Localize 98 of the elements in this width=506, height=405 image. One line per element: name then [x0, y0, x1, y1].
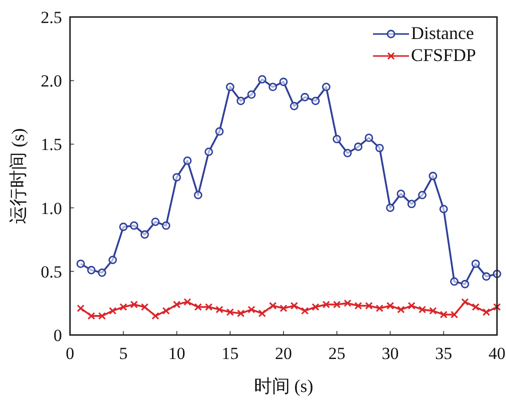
- point: [162, 307, 170, 314]
- point: [172, 173, 181, 182]
- point: [204, 148, 213, 156]
- point: [365, 302, 372, 310]
- x-tick-label: 10: [168, 344, 186, 363]
- x-tick-label: 40: [488, 344, 506, 363]
- point: [183, 156, 192, 165]
- x-tick-label: 30: [382, 344, 399, 363]
- point: [247, 90, 256, 99]
- point: [162, 221, 170, 230]
- point: [290, 102, 298, 110]
- point: [376, 304, 384, 312]
- point: [98, 268, 106, 277]
- point: [354, 142, 362, 151]
- point: [418, 306, 426, 314]
- point: [429, 307, 437, 314]
- point: [343, 148, 352, 158]
- point: [236, 96, 245, 106]
- point: [461, 298, 469, 306]
- point: [375, 144, 384, 152]
- point: [290, 302, 298, 310]
- point: [152, 312, 159, 320]
- point: [344, 300, 352, 307]
- x-tick-label: 5: [119, 344, 128, 363]
- point: [407, 200, 416, 208]
- point: [184, 298, 192, 306]
- point: [322, 300, 330, 308]
- point: [312, 303, 320, 311]
- point: [300, 92, 310, 102]
- x-tick-label: 0: [66, 344, 74, 363]
- point: [322, 82, 330, 92]
- legend-label: Distance: [411, 23, 474, 43]
- point: [279, 78, 288, 86]
- point: [364, 134, 374, 142]
- point: [120, 303, 127, 311]
- point: [140, 230, 149, 239]
- point: [173, 300, 180, 308]
- point: [396, 190, 406, 198]
- point: [258, 310, 266, 317]
- y-tick-label: 2.0: [40, 72, 62, 91]
- y-tick-label: 0.5: [40, 262, 62, 282]
- point: [493, 303, 501, 311]
- x-tick-label: 15: [222, 344, 239, 363]
- y-tick-label: 2.5: [40, 8, 62, 27]
- point: [280, 304, 288, 312]
- y-tick-label: 1.0: [40, 198, 62, 218]
- point: [428, 172, 438, 180]
- point: [450, 311, 458, 318]
- point: [269, 302, 276, 310]
- legend-label: CFSFDP: [411, 45, 476, 65]
- point: [311, 96, 320, 106]
- point: [408, 302, 416, 310]
- point: [130, 300, 138, 308]
- y-axis-title: 运行时间 (s): [8, 128, 28, 224]
- point: [141, 303, 148, 311]
- point: [88, 312, 95, 320]
- x-axis-title: 时间 (s): [254, 376, 314, 396]
- point: [440, 311, 448, 318]
- x-tick-label: 25: [328, 344, 346, 363]
- point: [77, 304, 84, 312]
- point: [194, 303, 202, 311]
- y-tick-label: 1.5: [40, 135, 62, 154]
- point: [216, 306, 224, 314]
- point: [460, 280, 470, 288]
- point: [87, 266, 96, 274]
- point: [450, 277, 458, 286]
- point: [439, 204, 448, 214]
- point: [397, 306, 405, 314]
- point: [386, 204, 394, 212]
- point: [109, 307, 116, 314]
- point: [151, 218, 160, 226]
- point: [130, 221, 138, 230]
- point: [98, 312, 106, 320]
- point: [482, 272, 491, 281]
- point: [301, 307, 308, 314]
- point: [482, 308, 490, 316]
- point: [76, 260, 85, 268]
- point: [248, 306, 256, 314]
- point: [237, 310, 244, 317]
- point: [226, 82, 234, 92]
- point: [119, 222, 128, 232]
- point: [268, 82, 278, 92]
- point: [386, 302, 394, 310]
- point: [418, 190, 426, 200]
- point: [258, 75, 266, 84]
- y-tick-label: 0: [54, 326, 62, 345]
- point: [332, 134, 342, 144]
- point: [194, 190, 202, 200]
- point: [472, 303, 480, 311]
- point: [333, 300, 340, 308]
- point: [354, 302, 362, 310]
- point: [471, 260, 480, 268]
- point: [226, 308, 234, 316]
- x-tick-label: 35: [435, 344, 452, 363]
- x-tick-label: 20: [275, 344, 292, 363]
- point: [205, 303, 212, 311]
- point: [108, 256, 117, 264]
- point: [215, 127, 224, 136]
